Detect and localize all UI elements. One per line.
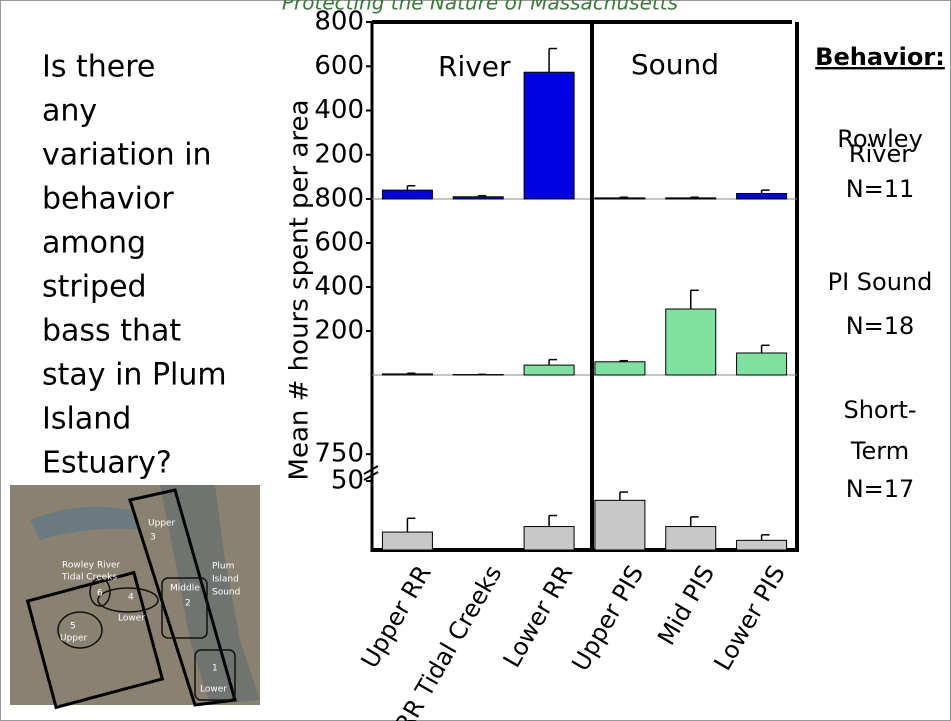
bar bbox=[737, 540, 787, 550]
map-label: 4 bbox=[128, 593, 134, 603]
question-line: Island bbox=[42, 402, 131, 437]
behavior-label: N=17 bbox=[846, 475, 915, 503]
map-label: Tidal Creeks bbox=[61, 573, 117, 583]
map-label: Lower bbox=[118, 614, 145, 624]
map-label: 1 bbox=[212, 664, 218, 674]
behavior-label: N=11 bbox=[846, 175, 915, 203]
y-tick-label: 400 bbox=[314, 272, 364, 302]
bar bbox=[382, 374, 432, 375]
question-line: among bbox=[42, 226, 146, 261]
y-tick-label: 750 bbox=[314, 439, 364, 469]
bar bbox=[524, 365, 574, 375]
map-label: Upper bbox=[60, 634, 88, 644]
bar bbox=[595, 198, 645, 199]
bar bbox=[666, 198, 716, 199]
bar bbox=[453, 197, 503, 199]
map: Upper 3 Rowley River Tidal Creeks 6 4 Lower 5 Up… bbox=[10, 485, 260, 707]
y-tick-label: 600 bbox=[314, 228, 364, 258]
bar bbox=[382, 532, 432, 550]
y-tick-label: 800 bbox=[314, 7, 364, 37]
bar bbox=[666, 309, 716, 375]
map-label: 3 bbox=[150, 533, 156, 543]
map-label: Lower bbox=[200, 685, 227, 695]
map-label: Rowley River bbox=[62, 561, 121, 571]
question-line: variation in bbox=[42, 138, 212, 173]
y-tick-label: 800 bbox=[314, 184, 364, 214]
question-line: stay in Plum bbox=[42, 358, 227, 393]
bar bbox=[524, 527, 574, 550]
map-label: Middle bbox=[170, 584, 200, 594]
question-line: Estuary? bbox=[42, 446, 172, 481]
map-label: 5 bbox=[70, 622, 76, 632]
bar bbox=[737, 353, 787, 375]
question-line: any bbox=[42, 94, 97, 129]
region-label: Sound bbox=[631, 48, 719, 81]
bar bbox=[595, 362, 645, 375]
map-label: Island bbox=[212, 575, 239, 585]
y-tick-label: 200 bbox=[314, 139, 364, 169]
behavior-label: Term bbox=[850, 437, 909, 465]
y-tick-label: 50 bbox=[331, 466, 364, 496]
behavior-label: River bbox=[849, 140, 911, 168]
y-tick-label: 200 bbox=[314, 316, 364, 346]
map-label: Sound bbox=[212, 588, 240, 598]
bar bbox=[737, 193, 787, 199]
map-label: Plum bbox=[212, 562, 234, 572]
bar bbox=[595, 500, 645, 550]
bar bbox=[382, 190, 432, 199]
bar bbox=[524, 72, 574, 199]
map-label: 2 bbox=[185, 599, 191, 609]
question-line: bass that bbox=[42, 314, 181, 349]
behavior-label: Short- bbox=[843, 396, 916, 424]
y-tick-label: 400 bbox=[314, 95, 364, 125]
slide: Protecting the Nature of Massachusetts U… bbox=[0, 0, 951, 721]
y-tick-label: 600 bbox=[314, 51, 364, 81]
map-label: 6 bbox=[97, 589, 103, 599]
question-line: behavior bbox=[42, 182, 174, 217]
question-line: striped bbox=[42, 270, 147, 305]
region-label: River bbox=[438, 50, 511, 83]
legend-title: Behavior: bbox=[815, 43, 945, 71]
y-axis-title: Mean # hours spent per area bbox=[285, 100, 315, 481]
behavior-label: N=18 bbox=[846, 312, 915, 340]
question-line: Is there bbox=[42, 50, 155, 85]
map-label: Upper bbox=[148, 519, 176, 529]
behavior-label: PI Sound bbox=[828, 268, 933, 296]
bar bbox=[666, 527, 716, 550]
